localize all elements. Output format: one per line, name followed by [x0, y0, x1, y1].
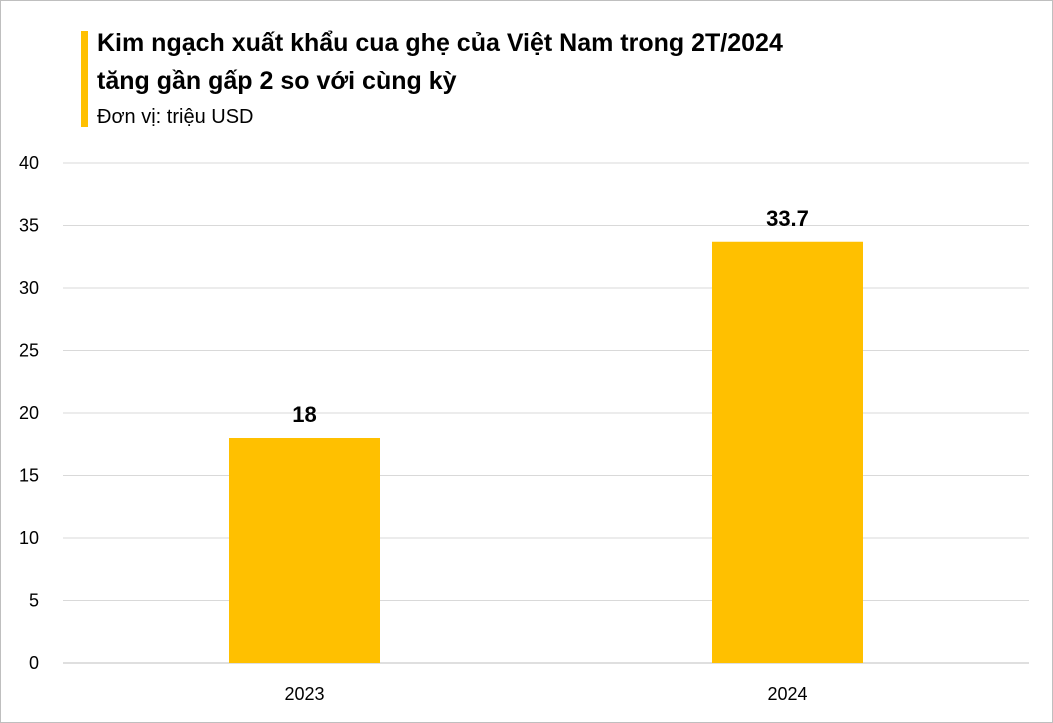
chart-subtitle: Đơn vị: triệu USD — [97, 106, 254, 128]
y-tick-label: 20 — [19, 403, 39, 423]
y-tick-label: 30 — [19, 278, 39, 298]
data-label: 33.7 — [766, 206, 809, 231]
y-tick-label: 10 — [19, 528, 39, 548]
y-tick-label: 40 — [19, 153, 39, 173]
chart-title: Kim ngạch xuất khẩu cua ghẹ của Việt Nam… — [97, 29, 783, 57]
y-tick-label: 35 — [19, 216, 39, 236]
chart-title-line2: tăng gần gấp 2 so với cùng kỳ — [97, 67, 457, 95]
y-tick-label: 5 — [29, 591, 39, 611]
y-tick-label: 15 — [19, 466, 39, 486]
title-accent-bar — [81, 31, 88, 127]
y-tick-label: 25 — [19, 341, 39, 361]
y-tick-label: 0 — [29, 653, 39, 673]
x-tick-label: 2023 — [284, 684, 324, 704]
x-tick-label: 2024 — [767, 684, 807, 704]
bar-2024 — [712, 241, 863, 663]
data-label: 18 — [292, 402, 316, 427]
bar-2023 — [229, 438, 380, 663]
